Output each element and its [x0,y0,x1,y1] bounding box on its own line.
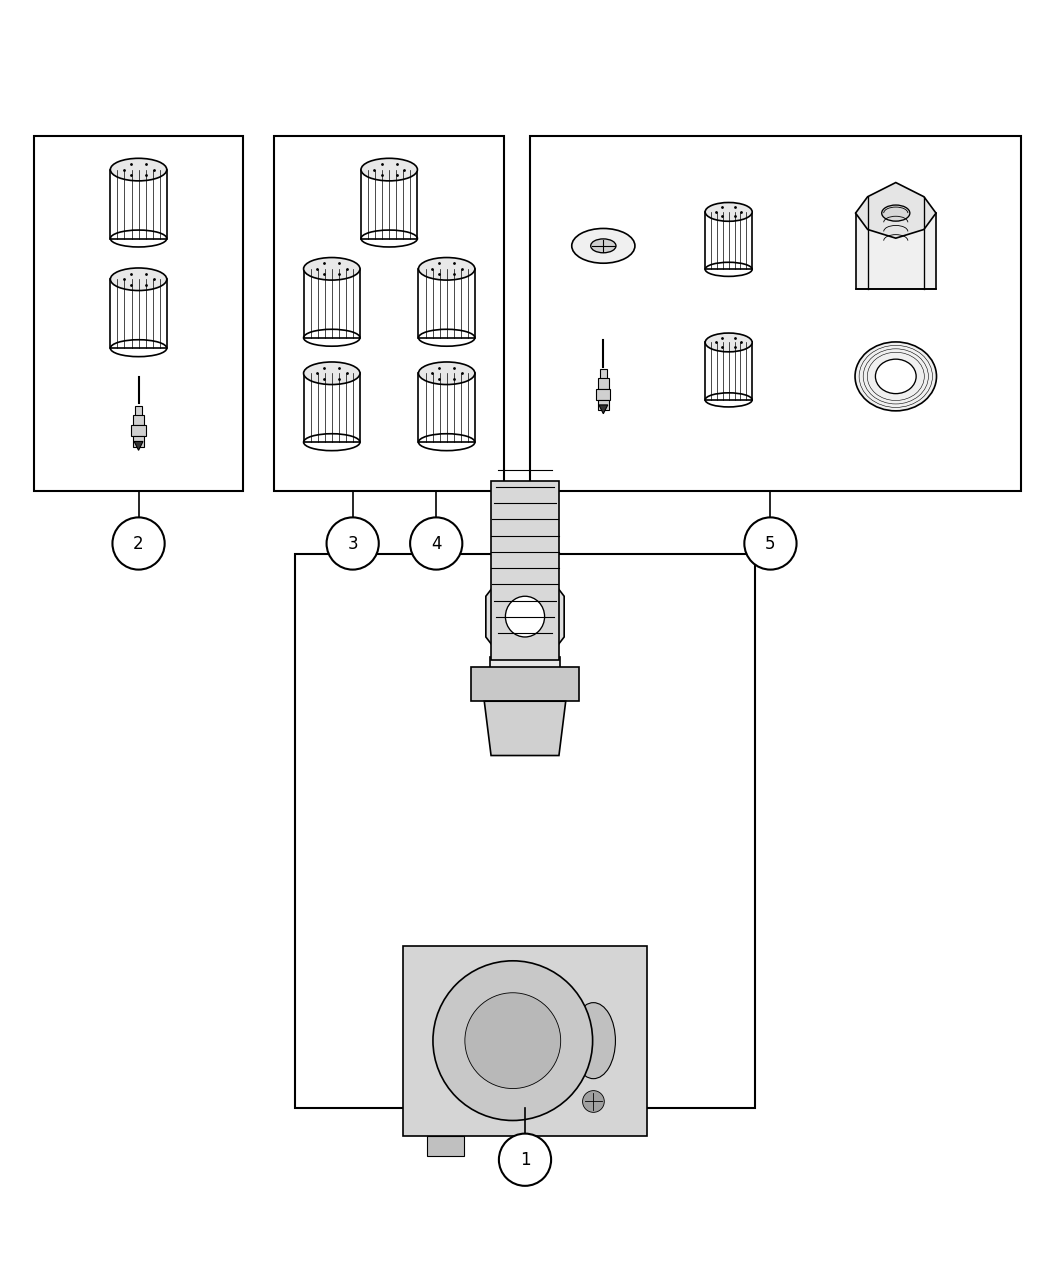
Bar [476,993,562,1098]
Ellipse shape [855,342,937,411]
Ellipse shape [110,268,167,291]
Polygon shape [598,405,608,414]
Bar [133,436,144,446]
Bar [403,946,647,1136]
Ellipse shape [571,1002,615,1079]
Circle shape [744,518,797,570]
Ellipse shape [110,158,167,181]
Ellipse shape [572,228,635,263]
Bar [530,136,1021,491]
Ellipse shape [882,205,910,221]
Ellipse shape [591,238,616,252]
Text: 4: 4 [430,534,441,552]
Bar [596,389,610,399]
Polygon shape [484,701,566,756]
Circle shape [411,518,462,570]
Circle shape [499,1133,551,1186]
Text: 2: 2 [133,534,144,552]
Ellipse shape [419,258,475,280]
Circle shape [465,993,561,1089]
Bar [135,405,142,417]
Bar [491,481,559,660]
Bar [427,1136,464,1156]
Ellipse shape [876,360,917,394]
Bar [34,136,243,491]
Ellipse shape [361,158,418,181]
Text: 1: 1 [520,1151,530,1169]
Circle shape [433,961,592,1121]
Circle shape [583,1090,605,1112]
Bar [600,370,607,380]
Bar [361,170,418,238]
Bar [110,170,167,238]
Ellipse shape [706,203,752,222]
Ellipse shape [303,362,360,385]
Polygon shape [856,213,936,289]
Circle shape [112,518,165,570]
Bar [706,212,752,269]
Bar [419,374,475,442]
Ellipse shape [419,362,475,385]
Bar [110,279,167,348]
Text: 5: 5 [765,534,776,552]
Polygon shape [134,441,143,450]
Bar [133,414,144,426]
Polygon shape [486,576,564,658]
Polygon shape [856,182,936,238]
Text: 3: 3 [348,534,358,552]
Bar [131,426,146,436]
Bar [419,269,475,338]
Ellipse shape [706,333,752,352]
Bar [303,269,360,338]
Bar [470,667,580,701]
Circle shape [327,518,379,570]
Bar [489,658,561,720]
Bar [295,553,755,1108]
Bar [274,136,504,491]
Bar [303,374,360,442]
Bar [598,399,609,411]
Ellipse shape [303,258,360,280]
Ellipse shape [505,597,545,638]
Bar [706,343,752,400]
Bar [598,379,609,389]
